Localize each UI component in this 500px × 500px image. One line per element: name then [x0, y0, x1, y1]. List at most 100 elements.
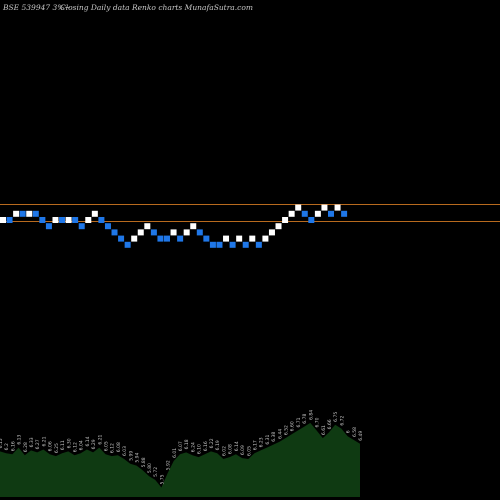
volume-label: 6.33 [29, 437, 35, 447]
volume-label: 6.14 [234, 441, 240, 451]
renko-brick-down [98, 217, 105, 223]
volume-label: 6.08 [228, 444, 234, 454]
renko-brick-up [170, 229, 177, 236]
volume-label: 6.17 [253, 440, 259, 450]
renko-brick-down [104, 223, 111, 230]
renko-brick-down [19, 210, 26, 217]
volume-label: 6.22 [209, 438, 215, 448]
renko-brick-down [72, 217, 79, 223]
volume-label: 6.38 [271, 432, 277, 442]
renko-brick-down [177, 235, 184, 242]
renko-brick-down [118, 235, 125, 242]
volume-label: 6.52 [284, 425, 290, 435]
renko-brick-down [32, 210, 39, 217]
volume-label: 6.70 [315, 417, 321, 427]
chart-description: Closing Daily data Renko charts MunafaSu… [60, 3, 253, 12]
renko-brick-up [131, 235, 138, 242]
renko-brick-down [164, 235, 170, 242]
volume-label: 6.2 [4, 443, 10, 450]
volume-label: 6.13 [17, 434, 23, 444]
volume-label: 6.24 [190, 442, 196, 452]
volume-label: 6.05 [246, 446, 252, 456]
renko-brick-down [124, 241, 131, 248]
volume-label: 6.72 [339, 415, 345, 425]
volume-label: 6.78 [302, 414, 308, 424]
renko-brick-up [295, 204, 302, 211]
volume-label: 6.19 [215, 440, 221, 450]
volume-label: 5.88 [141, 457, 147, 467]
volume-label: 6.06 [48, 441, 54, 451]
reference-lines [0, 204, 500, 222]
volume-label: 6.30 [66, 438, 72, 448]
renko-brick-up [0, 217, 6, 223]
renko-brick-down [6, 217, 13, 223]
renko-brick-up [314, 210, 321, 217]
volume-label: 5.94 [135, 452, 141, 462]
chart-ticker: BSE 539947 3%~ [3, 3, 71, 12]
renko-brick-up [85, 217, 92, 223]
renko-brick-up [236, 235, 243, 242]
volume-label: 6.71 [296, 417, 302, 427]
renko-brick-up [65, 217, 72, 223]
renko-bricks [0, 204, 348, 248]
renko-brick-up [288, 210, 295, 217]
renko-brick-down [59, 217, 66, 223]
renko-brick-down [196, 229, 203, 236]
renko-brick-up [321, 204, 328, 211]
volume-label: 6.04 [79, 440, 85, 450]
renko-brick-up [275, 223, 282, 230]
volume-label: 6.84 [308, 410, 314, 420]
volume-label: 6.10 [197, 444, 203, 454]
volume-label: 6.12 [110, 443, 116, 453]
volume-label: 5.72 [153, 467, 159, 477]
volume-label: 5.92 [166, 460, 172, 470]
renko-brick-down [328, 210, 334, 217]
volume-label: 6.60 [290, 421, 296, 431]
renko-brick-down [308, 217, 315, 223]
renko-brick-up [13, 210, 20, 217]
volume-label: 6.18 [184, 439, 190, 449]
renko-brick-down [111, 229, 118, 236]
volume-label: 6.66 [327, 419, 333, 429]
renko-brick-up [183, 229, 190, 236]
volume-label: 6.21 [97, 434, 103, 444]
renko-brick-down [150, 229, 157, 236]
volume-label: 6.05 [104, 441, 110, 451]
renko-brick-up [190, 223, 197, 230]
volume-label: 6.75 [333, 412, 339, 422]
renko-brick-up [334, 204, 341, 211]
volume-label: 6.21 [41, 436, 47, 446]
volume-label: 6.02 [221, 446, 227, 456]
renko-brick-down [255, 241, 262, 248]
renko-brick-up [144, 223, 151, 230]
volume-label: 6.16 [203, 441, 209, 451]
volume-label: 6.03 [122, 446, 128, 456]
volume-label: 5.80 [147, 463, 153, 473]
renko-brick-down [209, 241, 216, 248]
renko-brick-down [78, 223, 85, 230]
renko-brick-up [268, 229, 275, 236]
volume-label: 6.58 [352, 427, 358, 437]
volume-label: 6.44 [277, 429, 283, 439]
volume-label: 6.08 [116, 442, 122, 452]
volume-area [0, 422, 360, 497]
volume-label: 6.31 [265, 434, 271, 444]
volume-label: 6.07 [178, 441, 184, 451]
volume-label: 6.15 [0, 438, 4, 448]
volume-label: 6.12 [73, 442, 79, 452]
renko-brick-down [157, 235, 164, 242]
renko-brick-down [203, 235, 210, 242]
volume-label: 6.01 [172, 448, 178, 458]
volume-label: 6.61 [321, 425, 327, 435]
volume-label: 6.16 [10, 441, 16, 451]
renko-brick-up [262, 235, 269, 242]
renko-brick-down [45, 223, 52, 230]
volume-label: 6.27 [35, 439, 41, 449]
volume-label: 6.23 [259, 437, 265, 447]
renko-brick-up [223, 235, 230, 242]
volume-label: 6.25 [54, 443, 60, 453]
renko-brick-down [229, 241, 236, 248]
renko-brick-up [282, 217, 289, 223]
volume-label: 6 [346, 430, 352, 433]
